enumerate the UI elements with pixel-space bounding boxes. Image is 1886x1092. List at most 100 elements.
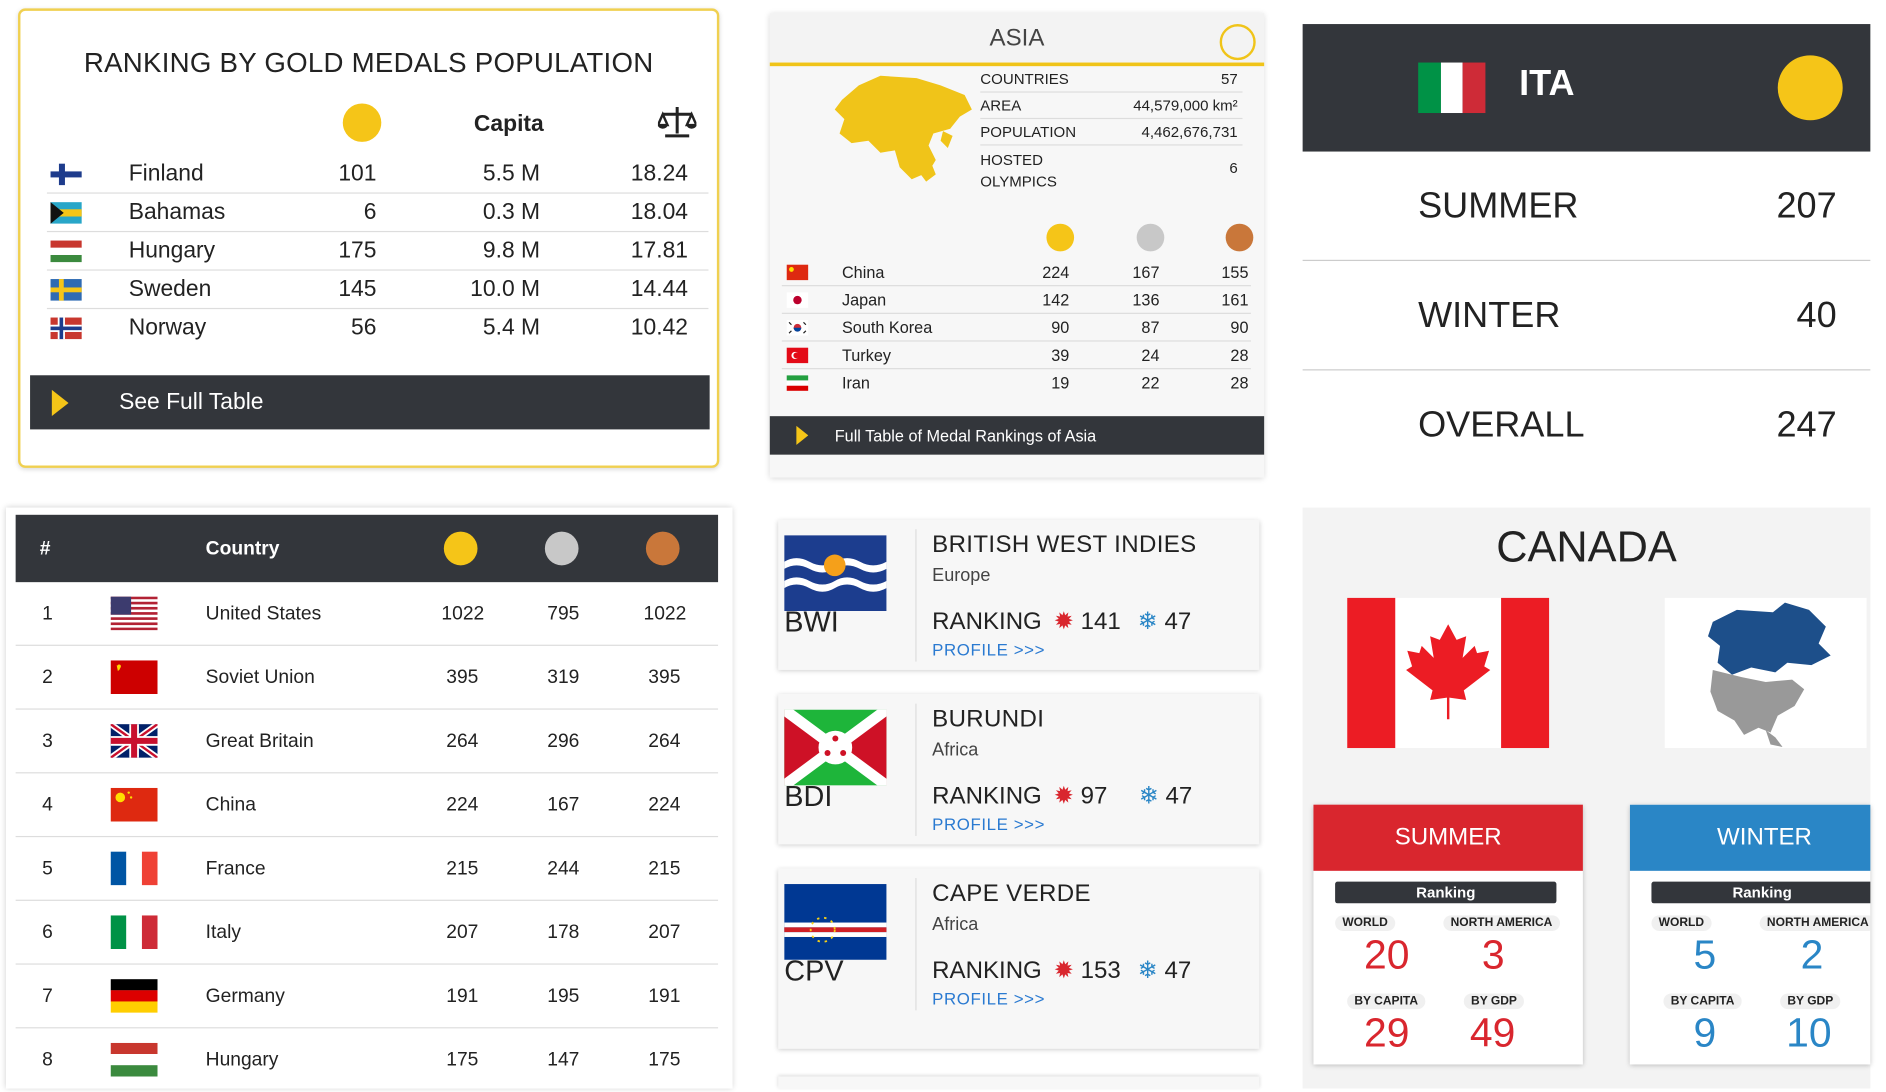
divider	[915, 529, 917, 662]
country-name: South Korea	[841, 318, 933, 337]
hungary-flag-icon	[50, 239, 82, 262]
gold-count: 191	[446, 986, 479, 1007]
winter-rank: 47	[1164, 608, 1192, 636]
info-row: COUNTRIES 57	[980, 66, 1243, 93]
ranking-label: RANKING	[932, 957, 1042, 984]
germany-flag-icon	[110, 979, 158, 1013]
iran-flag-icon	[786, 375, 809, 391]
bronze-count: 28	[1230, 374, 1249, 393]
ranking-label: RANKING	[932, 608, 1042, 636]
table-row[interactable]: Turkey 39 24 28	[781, 342, 1251, 370]
continent-title: ASIA	[769, 13, 1265, 67]
ita-card: ITA SUMMER 207 WINTER 40 OVERALL 247	[1302, 24, 1871, 476]
region-label: NORTH AMERICA	[1443, 915, 1560, 931]
silver-count: 195	[547, 986, 580, 1007]
china-flag-icon	[110, 787, 158, 822]
table-row[interactable]: 1 United States 1022 795 1022	[15, 582, 719, 646]
country-name: China	[205, 795, 256, 816]
silver-medal-icon	[544, 531, 579, 566]
rank: 1	[42, 603, 53, 625]
country-name: Sweden	[128, 276, 212, 302]
table-row[interactable]: 2 Soviet Union 395 319 395	[15, 646, 719, 710]
bronze-count: 224	[648, 795, 681, 816]
profile-link[interactable]: PROFILE >>>	[932, 988, 1046, 1008]
ranking-line: RANKING ✹ 153 ❄ 47	[932, 955, 1191, 985]
info-value: 6	[1229, 159, 1238, 177]
japan-flag-icon	[786, 292, 809, 308]
country-profile-card: BWI BRITISH WEST INDIES Europe RANKING ✹ …	[778, 519, 1260, 670]
profile-link[interactable]: PROFILE >>>	[932, 814, 1046, 834]
play-arrow-icon	[51, 389, 69, 416]
bahamas-flag-icon	[50, 201, 82, 224]
cape-verde-flag-icon	[784, 884, 887, 960]
scale-icon	[657, 107, 697, 138]
play-arrow-icon	[796, 425, 809, 446]
table-row[interactable]: South Korea 90 87 90	[781, 314, 1251, 342]
gold-medal-icon	[443, 531, 478, 566]
card-title: RANKING BY GOLD MEDALS POPULATION	[83, 46, 654, 79]
table-row[interactable]: 7 Germany 191 195 191	[15, 965, 719, 1029]
rank: 4	[42, 795, 53, 816]
olympic-ring-icon	[1219, 24, 1256, 61]
table-row[interactable]: Iran 19 22 28	[782, 369, 1251, 397]
info-value: 44,579,000 km²	[1133, 97, 1238, 115]
table-row[interactable]: 8 Hungary 175 147 175	[16, 1028, 718, 1092]
bronze-count: 215	[648, 858, 681, 880]
silver-count: 167	[547, 795, 580, 816]
ratio-value: 18.24	[630, 160, 689, 186]
continent: Europe	[932, 565, 991, 586]
summer-rank: 97	[1080, 783, 1108, 810]
silver-count: 244	[547, 858, 580, 880]
norway-flag-icon	[50, 317, 82, 340]
capita-label: BY CAPITA	[1347, 993, 1426, 1010]
ranking-label: RANKING	[932, 783, 1042, 810]
region-rank: 2	[1800, 932, 1824, 978]
capita-label: BY CAPITA	[1663, 993, 1742, 1010]
table-row[interactable]: Japan 142 136 161	[781, 286, 1251, 314]
table-row[interactable]: Sweden 145 10.0 M 14.44	[46, 271, 709, 310]
gold-count: 264	[446, 731, 479, 752]
divider	[915, 878, 917, 1011]
table-row[interactable]: 3 Great Britain 264 296 264	[15, 710, 719, 774]
next-profile-card	[778, 1076, 1260, 1089]
row-label: OVERALL	[1418, 405, 1585, 446]
region-rank: 3	[1481, 932, 1505, 978]
country-name: Finland	[128, 160, 204, 186]
row-value: 207	[1776, 186, 1837, 227]
bronze-count: 155	[1221, 263, 1249, 282]
table-row[interactable]: Norway 56 5.4 M 10.42	[47, 309, 709, 347]
cta-label: Full Table of Medal Rankings of Asia	[834, 426, 1097, 445]
capita-rank: 29	[1363, 1010, 1410, 1057]
divider	[915, 703, 917, 836]
see-full-table-button[interactable]: See Full Table	[30, 375, 710, 430]
full-table-button[interactable]: Full Table of Medal Rankings of Asia	[769, 416, 1265, 455]
gold-count: 175	[446, 1050, 479, 1071]
gold-count: 39	[1051, 346, 1070, 365]
gold-count: 224	[446, 795, 479, 816]
overall-row: OVERALL 247	[1303, 370, 1871, 479]
country-name: Norway	[128, 315, 207, 341]
silver-count: 296	[547, 731, 580, 752]
country-name: Germany	[205, 986, 285, 1007]
table-row[interactable]: Hungary 175 9.8 M 17.81	[46, 232, 709, 271]
table-row[interactable]: 5 France 215 244 215	[15, 837, 719, 901]
gold-count: 145	[338, 276, 377, 302]
country-name: Bahamas	[128, 199, 226, 225]
table-row[interactable]: Finland 101 5.5 M 18.24	[46, 155, 709, 194]
world-label: WORLD	[1335, 915, 1395, 931]
profile-link[interactable]: PROFILE >>>	[932, 639, 1046, 660]
country-name: Great Britain	[205, 731, 314, 752]
table-row[interactable]: Bahamas 6 0.3 M 18.04	[46, 194, 709, 233]
table-row[interactable]: 6 Italy 207 178 207	[15, 901, 719, 965]
gold-count: 207	[446, 922, 479, 943]
row-value: 40	[1796, 295, 1837, 336]
bronze-count: 1022	[643, 603, 687, 625]
table-row[interactable]: China 224 167 155	[781, 259, 1251, 287]
ranking-bar: Ranking	[1335, 881, 1557, 904]
info-label: HOSTED OLYMPICS	[980, 151, 1057, 191]
country-name: United States	[205, 603, 322, 625]
table-row[interactable]: 4 China 224 167 224	[15, 773, 719, 838]
summer-sun-icon: ✹	[1053, 783, 1074, 810]
silver-count: 319	[547, 667, 580, 689]
winter-ranking-panel: WINTER Ranking WORLD NORTH AMERICA 5 2 B…	[1629, 804, 1871, 1065]
